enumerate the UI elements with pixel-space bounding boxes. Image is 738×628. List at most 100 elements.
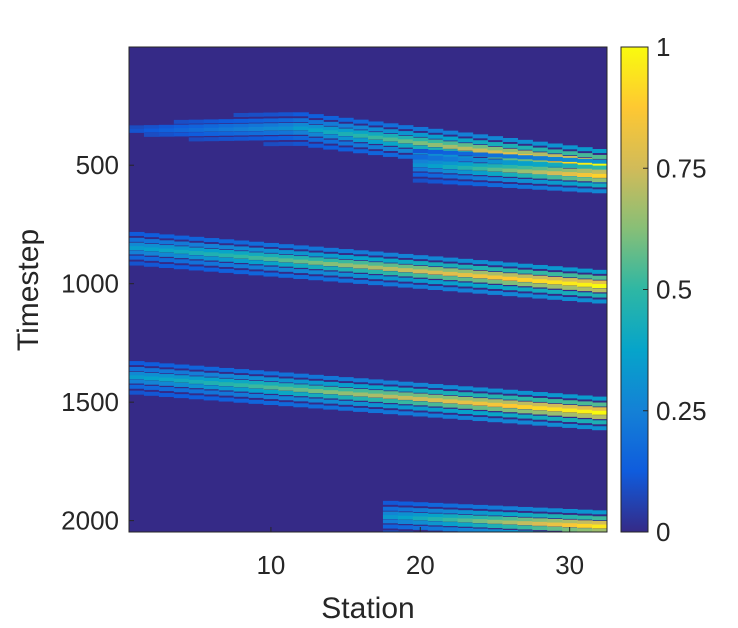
heatmap-cell [502, 138, 518, 142]
heatmap-cell [502, 168, 518, 173]
heatmap-cell [577, 425, 593, 430]
heatmap-cell [293, 256, 309, 261]
heatmap-cell [562, 273, 578, 278]
heatmap-cell [472, 398, 489, 403]
heatmap-cell [338, 387, 354, 392]
heatmap-cell [562, 412, 578, 417]
heatmap-cell [203, 137, 220, 142]
heatmap-cell [427, 164, 444, 169]
colorbar: 0 0.25 0.5 0.75 1 [620, 32, 707, 547]
heatmap-cell [278, 273, 294, 278]
heatmap-cell [308, 128, 324, 133]
heatmap-cell [278, 135, 294, 140]
heatmap-cell [397, 395, 414, 400]
heatmap-cell [353, 392, 369, 397]
heatmap-cell [562, 533, 578, 537]
heatmap-cell [517, 420, 533, 425]
heatmap-cell [382, 258, 399, 263]
heatmap-cell [547, 508, 563, 513]
heatmap-cell [547, 162, 563, 167]
heatmap-cell [547, 522, 563, 527]
heatmap-cell [143, 385, 160, 390]
heatmap-cell [412, 132, 429, 137]
heatmap-cell [353, 273, 369, 278]
heatmap-cell [502, 172, 518, 177]
heatmap-cell [577, 419, 593, 424]
heatmap-cell [248, 241, 265, 246]
heatmap-cell [368, 409, 384, 414]
heatmap-cell [338, 254, 354, 259]
heatmap-cell [143, 128, 160, 133]
heatmap-cell [592, 410, 607, 415]
heatmap-cell [547, 266, 563, 271]
heatmap-cell [353, 401, 369, 406]
heatmap-cell [129, 255, 145, 260]
heatmap-cell [308, 252, 324, 257]
heatmap-cell [442, 161, 459, 166]
heatmap-cell [472, 158, 489, 163]
heatmap-cell [487, 171, 504, 176]
heatmap-cell [457, 386, 474, 391]
heatmap-cell [577, 279, 593, 284]
heatmap-cell [487, 519, 504, 524]
heatmap-cell [577, 268, 593, 273]
heatmap-cell [323, 386, 339, 391]
heatmap-cell [143, 251, 160, 256]
heatmap-cell [442, 287, 459, 292]
heatmap-cell [457, 409, 474, 414]
heatmap-cell [173, 265, 190, 270]
heatmap-cell [323, 394, 339, 399]
heatmap-cell [562, 394, 578, 399]
heatmap-cell [188, 389, 205, 394]
heatmap-cell [218, 386, 235, 391]
heatmap-cell [412, 512, 429, 517]
heatmap-cell [278, 130, 294, 135]
heatmap-cell [562, 181, 578, 186]
heatmap-cell [233, 369, 250, 374]
heatmap-cell [158, 377, 175, 382]
heatmap-cell [203, 390, 220, 395]
heatmap-cell [487, 142, 504, 147]
heatmap-cell [472, 519, 489, 524]
heatmap-cell [427, 256, 444, 261]
heatmap-cell [173, 378, 190, 383]
heatmap-cell [203, 127, 220, 132]
heatmap-cell [368, 265, 384, 270]
y-axis-ticks: 500 1000 1500 2000 [61, 150, 134, 536]
heatmap-cell [397, 512, 414, 517]
heatmap-cell [487, 407, 504, 412]
heatmap-cell [442, 385, 459, 390]
heatmap-cell [338, 141, 354, 146]
heatmap-cell [577, 523, 593, 528]
heatmap-cell [308, 114, 324, 119]
heatmap-cell [368, 275, 384, 280]
heatmap-cell [457, 282, 474, 287]
heatmap-cell [293, 397, 309, 402]
heatmap-cell [547, 167, 563, 172]
heatmap-cell [203, 381, 220, 386]
y-axis-label: Timestep [12, 229, 45, 351]
heatmap-cell [547, 175, 563, 180]
heatmap-cell [412, 401, 429, 406]
heatmap-cell [173, 246, 190, 251]
heatmap-cell [263, 123, 279, 128]
heatmap-cell [308, 385, 324, 390]
heatmap-cell [502, 154, 518, 159]
heatmap-cell [487, 146, 504, 151]
heatmap-cell [592, 275, 607, 280]
heatmap-cell [263, 248, 279, 253]
heatmap-cell [412, 255, 429, 260]
heatmap-cell [263, 377, 279, 382]
heatmap-cell [487, 516, 504, 521]
heatmap-cell [248, 131, 265, 136]
heatmap-cell [577, 413, 593, 418]
heatmap-cell [143, 391, 160, 396]
heatmap-cell [517, 163, 533, 168]
heatmap-cell [293, 373, 309, 378]
heatmap-cell [457, 288, 474, 293]
heatmap-cell [188, 236, 205, 241]
heatmap-cell [293, 269, 309, 274]
heatmap-cell [248, 380, 265, 385]
heatmap-cell [487, 394, 504, 399]
x-axis-ticks: 10 20 30 [256, 527, 584, 580]
